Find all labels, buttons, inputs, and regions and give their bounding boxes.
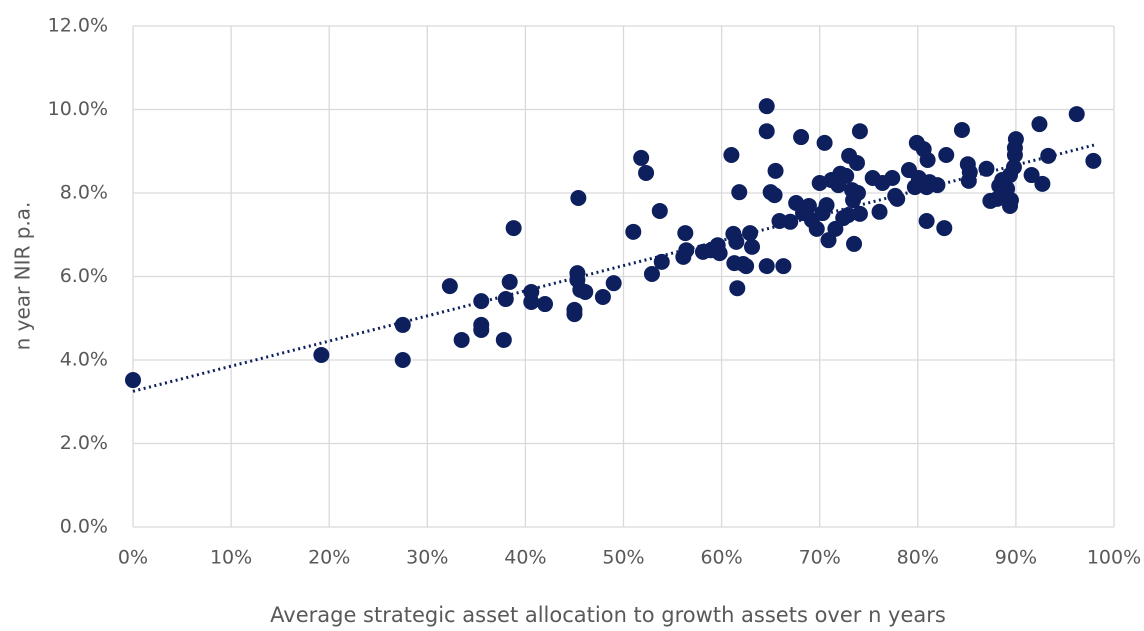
- y-tick-label: 0.0%: [60, 516, 108, 538]
- x-axis-label: Average strategic asset allocation to gr…: [270, 603, 946, 627]
- point: [793, 129, 810, 146]
- x-tick-label: 30%: [406, 547, 448, 569]
- point: [577, 283, 594, 300]
- point: [1031, 116, 1048, 133]
- y-tick-label: 6.0%: [60, 265, 108, 287]
- point: [744, 238, 761, 255]
- point: [1007, 131, 1024, 148]
- point: [633, 149, 650, 166]
- point: [953, 121, 970, 138]
- point: [1040, 147, 1057, 164]
- point: [846, 235, 863, 252]
- point: [849, 185, 866, 201]
- point: [638, 164, 655, 181]
- x-tick-label: 50%: [602, 547, 644, 569]
- point: [808, 220, 825, 237]
- point: [782, 213, 799, 230]
- point: [871, 203, 888, 220]
- point: [978, 160, 995, 177]
- point: [394, 352, 411, 368]
- point: [758, 98, 775, 115]
- point: [818, 197, 835, 214]
- point: [566, 306, 583, 323]
- point: [677, 225, 694, 242]
- y-tick-label: 8.0%: [60, 182, 108, 204]
- point: [313, 346, 330, 363]
- point: [523, 293, 540, 310]
- point: [125, 372, 141, 389]
- point: [570, 190, 587, 207]
- point: [501, 273, 518, 290]
- point: [742, 225, 759, 242]
- point: [1023, 167, 1040, 184]
- x-tick-label: 20%: [308, 547, 350, 569]
- point: [889, 190, 906, 207]
- point: [473, 321, 490, 338]
- point: [919, 152, 936, 169]
- point: [848, 154, 865, 171]
- point: [495, 331, 512, 348]
- point: [775, 258, 792, 275]
- x-tick-label: 80%: [897, 547, 939, 569]
- point: [678, 242, 695, 259]
- point: [728, 233, 745, 250]
- x-tick-label: 0%: [118, 547, 148, 569]
- point: [961, 164, 978, 181]
- y-tick-label: 12.0%: [48, 15, 108, 37]
- point: [738, 258, 755, 275]
- point: [625, 223, 642, 240]
- point: [758, 258, 775, 275]
- y-tick-label: 10.0%: [48, 98, 108, 120]
- x-tick-label: 100%: [1087, 547, 1141, 569]
- y-tick-label: 4.0%: [60, 349, 108, 371]
- point: [1085, 152, 1102, 169]
- point: [851, 123, 868, 140]
- point: [731, 184, 748, 201]
- point: [884, 169, 901, 186]
- x-tick-label: 90%: [995, 547, 1037, 569]
- point: [840, 207, 857, 224]
- point: [1068, 106, 1085, 123]
- point: [453, 331, 470, 348]
- point: [651, 202, 668, 219]
- point: [758, 123, 775, 140]
- point: [537, 296, 554, 313]
- point: [918, 212, 935, 229]
- y-tick-label: 2.0%: [60, 432, 108, 454]
- point: [1034, 175, 1051, 192]
- point: [473, 293, 490, 310]
- point: [605, 275, 622, 292]
- y-axis-label: n year NIR p.a.: [11, 202, 35, 351]
- point: [800, 197, 817, 214]
- point: [653, 253, 670, 270]
- point: [816, 134, 833, 151]
- point: [1002, 192, 1019, 209]
- point: [497, 291, 514, 308]
- point: [594, 288, 611, 305]
- point: [851, 205, 868, 222]
- x-tick-label: 70%: [799, 547, 841, 569]
- x-tick-label: 10%: [210, 547, 252, 569]
- point: [936, 220, 953, 237]
- x-tick-label: 60%: [700, 547, 742, 569]
- x-tick-label: 40%: [504, 547, 546, 569]
- point: [767, 162, 784, 179]
- trendline: [132, 143, 1095, 393]
- point: [929, 177, 946, 194]
- point: [711, 245, 728, 262]
- point: [938, 147, 955, 164]
- point: [723, 147, 740, 164]
- point: [441, 278, 458, 295]
- point: [505, 220, 522, 237]
- point: [729, 280, 746, 297]
- point: [766, 187, 783, 204]
- point: [643, 265, 660, 282]
- point: [838, 167, 855, 184]
- point: [394, 316, 411, 333]
